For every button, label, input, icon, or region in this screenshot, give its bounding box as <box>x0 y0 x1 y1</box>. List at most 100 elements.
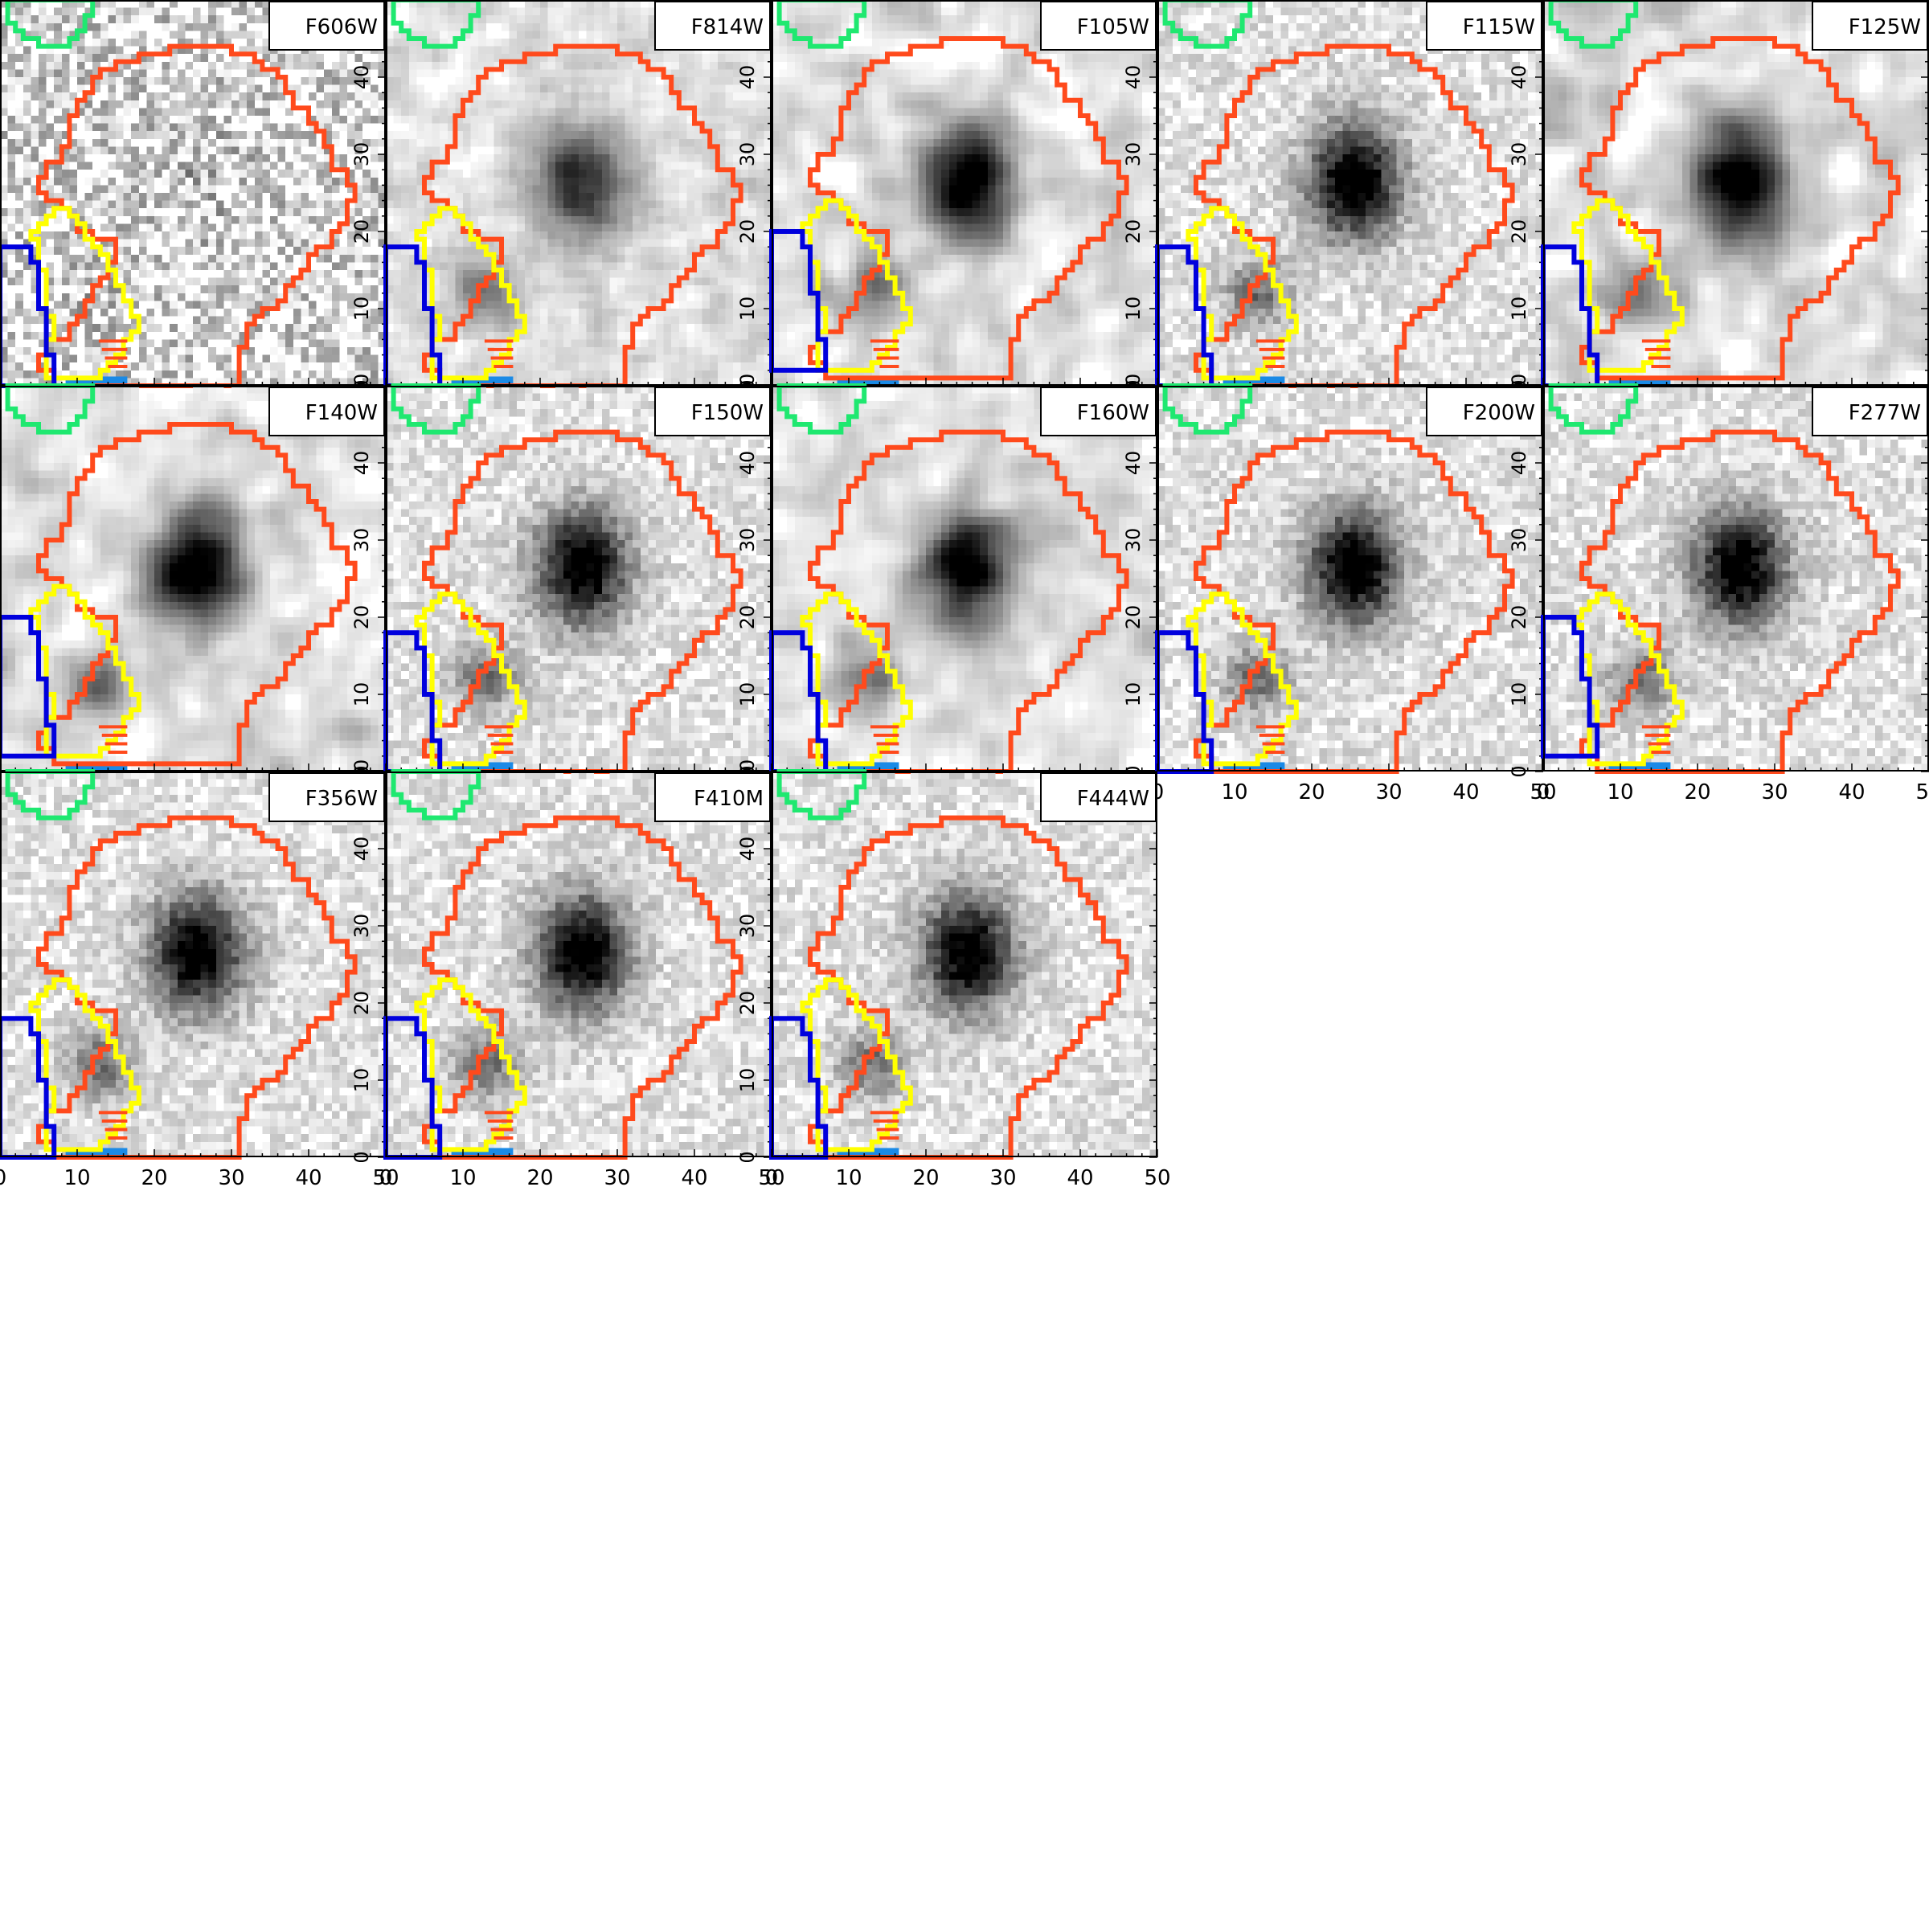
cutout-image <box>386 772 772 1157</box>
panel-f814w: 01020304050F814W <box>386 0 772 392</box>
cutout-image <box>0 772 386 1157</box>
x-tick-label: 30 <box>604 1166 630 1190</box>
x-tick-label: 30 <box>989 1166 1016 1190</box>
filter-label: F140W <box>305 401 378 425</box>
x-tick-label: 50 <box>1915 780 1929 804</box>
y-tick-label: 40 <box>350 451 373 476</box>
y-tick-label: 10 <box>736 1068 759 1093</box>
filter-label: F200W <box>1463 401 1535 425</box>
filter-label: F125W <box>1849 15 1921 39</box>
filter-label: F814W <box>691 15 764 39</box>
x-tick-label: 10 <box>1607 780 1633 804</box>
y-tick-label: 30 <box>1122 528 1145 553</box>
cutout-image <box>386 386 772 772</box>
x-tick-label: 50 <box>1144 1166 1170 1190</box>
y-tick-label: 20 <box>1122 605 1145 630</box>
filter-label: F444W <box>1077 787 1149 811</box>
x-tick-label: 20 <box>1684 780 1710 804</box>
x-tick-label: 40 <box>295 1166 322 1190</box>
x-tick-label: 10 <box>1221 780 1247 804</box>
panel-f105w: 01020304050F105W <box>772 0 1157 392</box>
y-tick-label: 30 <box>736 528 759 553</box>
y-tick-label: 10 <box>1508 297 1530 321</box>
x-tick-label: 40 <box>1067 1166 1093 1190</box>
y-tick-label: 10 <box>350 1068 373 1093</box>
cutout-image <box>772 386 1157 772</box>
y-tick-label: 30 <box>1122 142 1145 167</box>
panel-f444w: 0 10 20 30 40 50 F444W <box>765 772 1171 1190</box>
panel-f356w: 0102030405001020304050F356W <box>0 759 399 1190</box>
x-tick-label: 20 <box>1298 780 1325 804</box>
filter-label: F160W <box>1077 401 1149 425</box>
panel-f125w: F125W <box>1543 0 1929 386</box>
cutout-image <box>1543 386 1929 772</box>
x-tick-label: 0 <box>765 1166 779 1190</box>
y-tick-label: 20 <box>350 605 373 630</box>
y-tick-label: 30 <box>736 914 759 939</box>
x-tick-label: 10 <box>835 1166 862 1190</box>
y-tick-label: 10 <box>1508 682 1530 707</box>
y-tick-label: 10 <box>1122 682 1145 707</box>
cutout-image <box>1157 0 1543 386</box>
y-tick-label: 40 <box>1122 451 1145 476</box>
x-tick-label: 0 <box>379 1166 393 1190</box>
panel-f140w: 01020304050F140W <box>0 374 386 778</box>
x-tick-label: 0 <box>0 1166 6 1190</box>
filter-label: F105W <box>1077 15 1149 39</box>
filter-label: F277W <box>1849 401 1921 425</box>
filter-label: F115W <box>1463 15 1535 39</box>
panel-f200w: 0102030405001020304050F200W <box>1151 374 1557 804</box>
y-tick-label: 30 <box>1508 528 1530 553</box>
y-tick-label: 20 <box>736 219 759 244</box>
y-tick-label: 0 <box>350 1151 373 1163</box>
y-tick-label: 10 <box>350 297 373 321</box>
y-tick-label: 20 <box>1508 605 1530 630</box>
y-tick-label: 20 <box>350 991 373 1016</box>
y-tick-label: 0 <box>1508 765 1530 777</box>
panel-f160w: 01020304050F160W <box>772 374 1157 778</box>
y-tick-label: 30 <box>736 142 759 167</box>
y-tick-label: 20 <box>736 991 759 1016</box>
panel-f150w: 01020304050F150W <box>386 374 772 778</box>
y-tick-label: 40 <box>350 837 373 862</box>
y-tick-label: 40 <box>736 65 759 90</box>
y-tick-label: 30 <box>1508 142 1530 167</box>
y-tick-label: 40 <box>1122 65 1145 90</box>
filter-label: F606W <box>305 15 378 39</box>
y-tick-label: 0 <box>736 1151 759 1163</box>
y-tick-label: 10 <box>736 682 759 707</box>
y-tick-label: 20 <box>736 605 759 630</box>
y-tick-label: 30 <box>350 142 373 167</box>
y-tick-label: 20 <box>1508 219 1530 244</box>
x-tick-label: 0 <box>1537 780 1550 804</box>
panel-f606w: 01020304050F606W <box>0 0 386 392</box>
x-tick-label: 30 <box>1375 780 1402 804</box>
y-tick-label: 10 <box>736 297 759 321</box>
filter-label: F150W <box>691 401 764 425</box>
cutout-image <box>1157 386 1543 772</box>
y-tick-label: 30 <box>350 528 373 553</box>
y-tick-label: 40 <box>736 837 759 862</box>
cutout-image <box>772 772 1157 1157</box>
x-tick-label: 30 <box>1761 780 1788 804</box>
y-tick-label: 20 <box>1122 219 1145 244</box>
x-tick-label: 20 <box>526 1166 553 1190</box>
x-tick-label: 20 <box>141 1166 167 1190</box>
y-tick-label: 10 <box>350 682 373 707</box>
y-tick-label: 10 <box>1122 297 1145 321</box>
x-tick-label: 40 <box>681 1166 707 1190</box>
x-tick-label: 10 <box>63 1166 90 1190</box>
cutout-image <box>0 0 386 386</box>
panel-f277w: 01020304050F277W <box>1537 386 1929 804</box>
x-tick-label: 20 <box>912 1166 939 1190</box>
y-tick-label: 40 <box>736 451 759 476</box>
y-tick-label: 40 <box>350 65 373 90</box>
filter-label: F356W <box>305 787 378 811</box>
y-tick-label: 40 <box>1508 65 1530 90</box>
y-tick-label: 30 <box>350 914 373 939</box>
y-tick-label: 40 <box>1508 451 1530 476</box>
filter-label: F410M <box>694 787 764 811</box>
